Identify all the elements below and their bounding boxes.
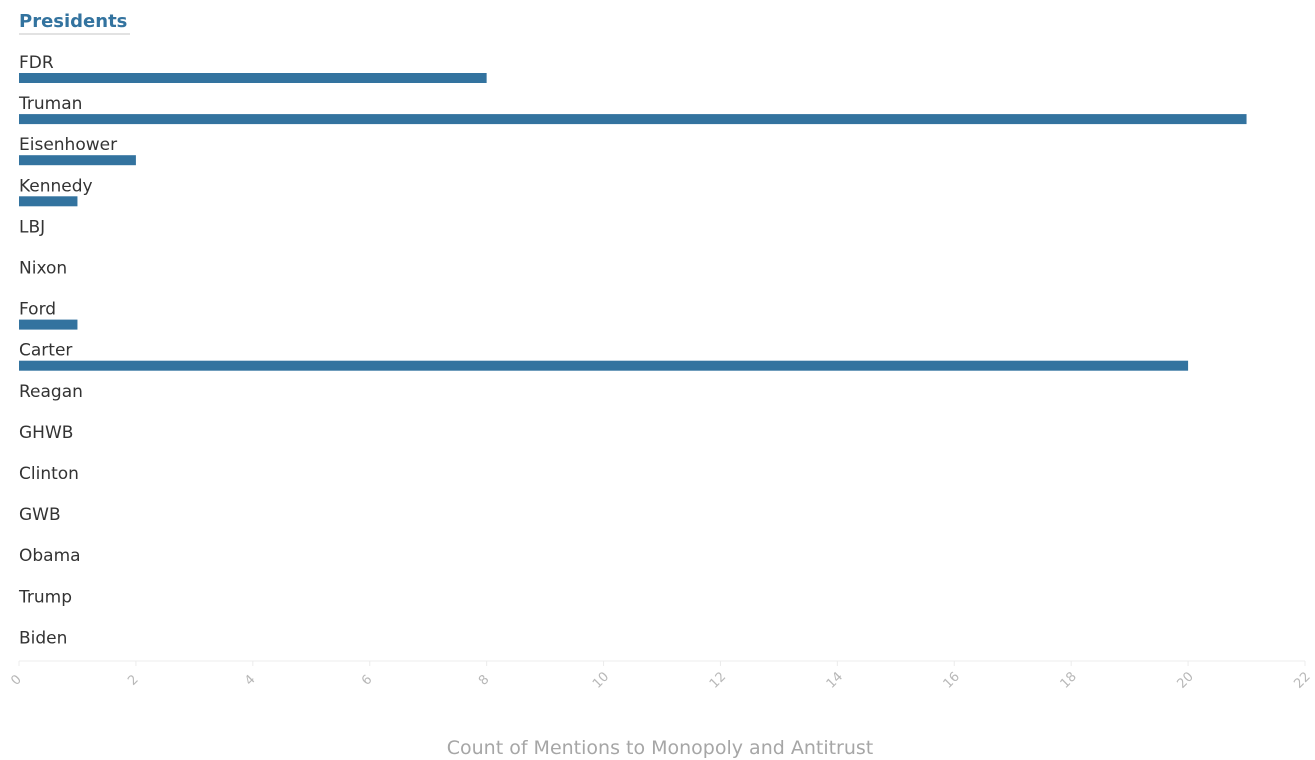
x-tick-label: 12 [707, 669, 729, 691]
x-tick-label: 14 [824, 669, 846, 691]
x-tick-label: 6 [359, 672, 375, 688]
chart-header: Presidents [19, 11, 130, 35]
x-tick-label: 20 [1174, 669, 1196, 691]
x-tick-label: 16 [941, 669, 963, 691]
x-tick-label: 22 [1291, 669, 1313, 691]
bar [19, 196, 78, 207]
category-label: Carter [19, 341, 72, 361]
bar [19, 114, 1247, 125]
x-axis-title: Count of Mentions to Monopoly and Antitr… [447, 737, 874, 759]
x-axis: 0 2 4 6 8 10 12 14 16 18 20 22 Count of Mentions to… [8, 660, 1314, 759]
category-label: GWB [19, 505, 61, 525]
chart-header-label: Presidents [19, 11, 127, 32]
bar [19, 155, 136, 166]
x-tick-label: 0 [8, 672, 24, 688]
category-label: Kennedy [19, 176, 93, 196]
category-label: GHWB [19, 423, 73, 443]
x-tick-marks [18, 661, 1306, 666]
x-tick-label: 4 [242, 672, 258, 688]
bar [19, 319, 78, 330]
category-label: Ford [19, 300, 56, 320]
category-label: Trump [18, 587, 72, 607]
category-label: Obama [19, 546, 81, 566]
category-label: LBJ [19, 217, 45, 237]
bar [19, 73, 487, 83]
category-label: Reagan [19, 382, 83, 402]
category-label: Nixon [19, 259, 67, 279]
x-tick-label: 18 [1058, 669, 1080, 691]
x-tick-label: 10 [590, 669, 612, 691]
x-tick-label: 2 [125, 672, 141, 688]
bar [19, 360, 1189, 371]
category-label: FDR [19, 53, 54, 73]
category-labels: FDR Truman Eisenhower Kennedy LBJ Nixon Ford Ca… [18, 53, 117, 648]
category-label: Clinton [19, 464, 79, 484]
category-label: Biden [19, 628, 67, 648]
bars [19, 73, 1247, 371]
category-label: Truman [18, 94, 82, 114]
x-tick-labels: 0 2 4 6 8 10 12 14 16 18 20 22 [8, 669, 1313, 691]
category-label: Eisenhower [19, 135, 117, 155]
x-tick-label: 8 [476, 672, 492, 688]
